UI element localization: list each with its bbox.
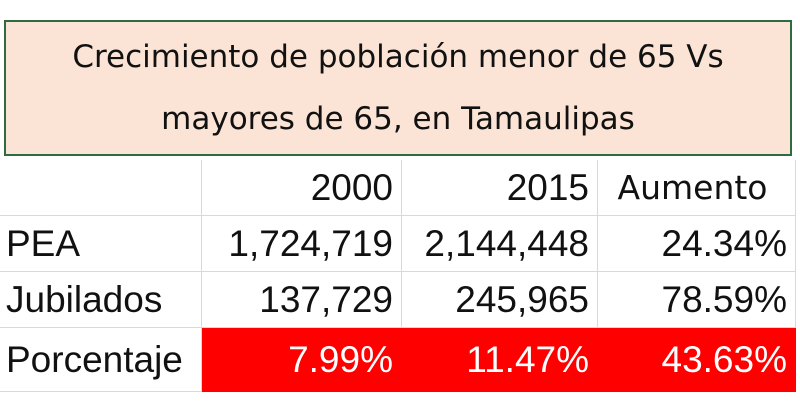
table-cell: 11.47% xyxy=(402,328,598,392)
column-header: 2000 xyxy=(202,160,402,216)
row-label: Porcentaje xyxy=(0,328,202,392)
column-header: Aumento xyxy=(598,160,796,216)
row-label: Jubilados xyxy=(0,272,202,328)
table-cell: 245,965 xyxy=(402,272,598,328)
row-label: PEA xyxy=(0,216,202,272)
table-cell: 2,144,448 xyxy=(402,216,598,272)
table-cell: 137,729 xyxy=(202,272,402,328)
table-cell: 43.63% xyxy=(598,328,796,392)
table-cell: 7.99% xyxy=(202,328,402,392)
table-cell: 78.59% xyxy=(598,272,796,328)
table-title: Crecimiento de población menor de 65 Vs … xyxy=(4,20,792,156)
column-header: 2015 xyxy=(402,160,598,216)
table-cell: 24.34% xyxy=(598,216,796,272)
corner-cell xyxy=(0,160,202,216)
table-cell: 1,724,719 xyxy=(202,216,402,272)
